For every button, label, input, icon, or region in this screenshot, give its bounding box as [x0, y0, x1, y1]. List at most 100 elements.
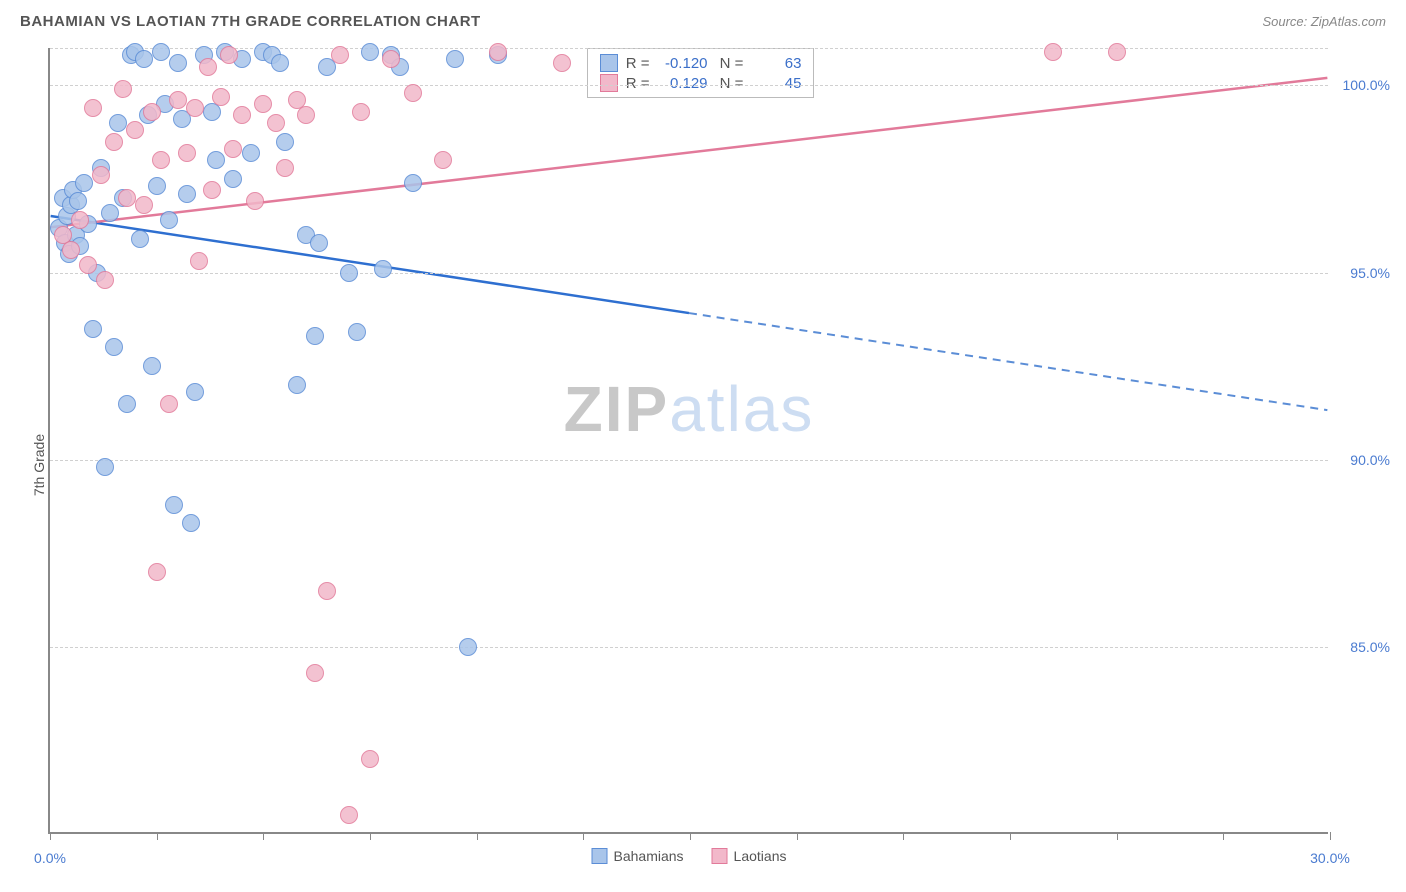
y-tick-label: 95.0%	[1350, 265, 1390, 281]
scatter-point	[331, 46, 349, 64]
gridline	[50, 48, 1328, 49]
watermark: ZIPatlas	[564, 372, 815, 446]
stat-n: 45	[751, 75, 801, 92]
scatter-point	[271, 54, 289, 72]
scatter-point	[288, 376, 306, 394]
scatter-point	[224, 170, 242, 188]
scatter-point	[348, 323, 366, 341]
scatter-point	[382, 50, 400, 68]
stat-label: R =	[626, 75, 650, 92]
scatter-point	[96, 458, 114, 476]
stat-r: 0.129	[658, 75, 708, 92]
scatter-point	[165, 496, 183, 514]
scatter-point	[135, 196, 153, 214]
stats-row-laotians: R = 0.129 N = 45	[600, 74, 802, 92]
x-tick	[50, 832, 51, 840]
scatter-point	[178, 185, 196, 203]
x-tick	[1330, 832, 1331, 840]
x-tick	[690, 832, 691, 840]
gridline	[50, 647, 1328, 648]
scatter-point	[212, 88, 230, 106]
x-tick	[797, 832, 798, 840]
stat-n: 63	[751, 55, 801, 72]
y-axis-label: 7th Grade	[31, 434, 47, 496]
scatter-point	[143, 357, 161, 375]
scatter-point	[96, 271, 114, 289]
stat-label: R =	[626, 55, 650, 72]
legend-label: Bahamians	[614, 848, 684, 864]
scatter-point	[246, 192, 264, 210]
scatter-point	[105, 133, 123, 151]
scatter-point	[148, 563, 166, 581]
scatter-point	[79, 256, 97, 274]
gridline	[50, 460, 1328, 461]
x-tick-label: 30.0%	[1310, 850, 1350, 866]
scatter-point	[220, 46, 238, 64]
scatter-point	[404, 84, 422, 102]
scatter-point	[361, 750, 379, 768]
scatter-point	[553, 54, 571, 72]
scatter-point	[101, 204, 119, 222]
y-tick-label: 100.0%	[1343, 77, 1390, 93]
scatter-point	[340, 806, 358, 824]
plot-region: ZIPatlas R = -0.120 N = 63 R = 0.129 N =…	[48, 48, 1328, 834]
header: BAHAMIAN VS LAOTIAN 7TH GRADE CORRELATIO…	[0, 0, 1406, 38]
scatter-point	[169, 54, 187, 72]
stat-r: -0.120	[658, 55, 708, 72]
scatter-point	[318, 582, 336, 600]
gridline	[50, 85, 1328, 86]
x-tick	[370, 832, 371, 840]
scatter-point	[254, 95, 272, 113]
scatter-point	[374, 260, 392, 278]
scatter-point	[131, 230, 149, 248]
legend-bottom: Bahamians Laotians	[592, 848, 787, 864]
scatter-point	[160, 211, 178, 229]
scatter-point	[114, 80, 132, 98]
swatch-icon	[600, 54, 618, 72]
scatter-point	[1108, 43, 1126, 61]
scatter-point	[71, 211, 89, 229]
scatter-point	[404, 174, 422, 192]
source-label: Source: ZipAtlas.com	[1262, 14, 1386, 29]
scatter-point	[267, 114, 285, 132]
scatter-point	[199, 58, 217, 76]
scatter-point	[233, 106, 251, 124]
scatter-point	[489, 43, 507, 61]
swatch-icon	[600, 74, 618, 92]
scatter-point	[310, 234, 328, 252]
scatter-point	[224, 140, 242, 158]
scatter-point	[190, 252, 208, 270]
x-tick	[263, 832, 264, 840]
x-tick	[1010, 832, 1011, 840]
legend-label: Laotians	[734, 848, 787, 864]
scatter-point	[1044, 43, 1062, 61]
legend-item: Bahamians	[592, 848, 684, 864]
x-tick	[1117, 832, 1118, 840]
legend-item: Laotians	[712, 848, 787, 864]
swatch-icon	[592, 848, 608, 864]
scatter-point	[297, 106, 315, 124]
scatter-point	[75, 174, 93, 192]
scatter-point	[203, 181, 221, 199]
y-tick-label: 85.0%	[1350, 639, 1390, 655]
scatter-point	[361, 43, 379, 61]
scatter-point	[118, 395, 136, 413]
x-tick	[157, 832, 158, 840]
scatter-point	[186, 99, 204, 117]
y-tick-label: 90.0%	[1350, 452, 1390, 468]
scatter-point	[126, 121, 144, 139]
x-tick	[1223, 832, 1224, 840]
scatter-point	[109, 114, 127, 132]
stat-label: N =	[716, 75, 744, 92]
scatter-point	[340, 264, 358, 282]
x-tick	[583, 832, 584, 840]
scatter-point	[306, 327, 324, 345]
swatch-icon	[712, 848, 728, 864]
watermark-atlas: atlas	[669, 373, 814, 445]
stats-row-bahamians: R = -0.120 N = 63	[600, 54, 802, 72]
scatter-point	[152, 151, 170, 169]
scatter-point	[446, 50, 464, 68]
x-tick	[903, 832, 904, 840]
watermark-zip: ZIP	[564, 373, 670, 445]
scatter-point	[459, 638, 477, 656]
